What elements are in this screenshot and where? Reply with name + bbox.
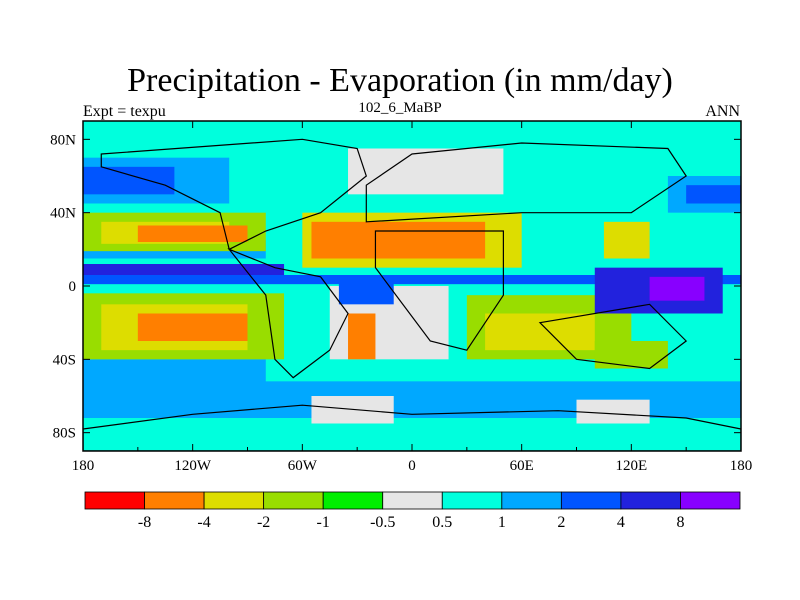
contour-band (338, 276, 394, 305)
colorbar-swatch (620, 491, 681, 510)
y-tick-label: 80S (53, 426, 76, 442)
colorbar-label: 1 (498, 514, 506, 531)
period-label: 102_6_MaBP (358, 100, 442, 116)
colorbar-swatch (680, 491, 741, 510)
colorbar-swatch (144, 491, 205, 510)
contour-band (137, 313, 248, 341)
contour-band (137, 225, 248, 242)
colorbar-swatch (263, 491, 324, 510)
coastline (227, 247, 349, 379)
contour-band (485, 313, 595, 351)
contour-band (83, 359, 266, 387)
colorbar-label: -1 (317, 514, 330, 531)
x-tick-label: 120E (615, 458, 647, 474)
colorbar-label: 2 (557, 514, 565, 531)
colorbar-label: 0.5 (432, 514, 452, 531)
colorbar-swatch (560, 491, 622, 510)
x-tick-label: 180 (72, 458, 95, 474)
y-tick-label: 40N (50, 206, 76, 222)
x-tick-label: 180 (730, 458, 753, 474)
contour-band (686, 185, 741, 204)
x-tick-label: 0 (408, 458, 416, 474)
experiment-label: Expt = texpu (83, 103, 166, 120)
coastline (100, 138, 368, 251)
contour-band (576, 399, 650, 424)
colorbar-label: -0.5 (370, 514, 395, 531)
contour-band (594, 341, 668, 369)
colorbar-swatch (203, 491, 265, 510)
coastline (374, 230, 504, 351)
y-tick-label: 40S (53, 352, 76, 368)
season-label: ANN (705, 103, 740, 120)
colorbar-label: 4 (617, 514, 625, 531)
contour-band (83, 275, 741, 285)
contour-band (348, 313, 376, 360)
colorbar-label: -8 (138, 514, 151, 531)
contour-band (83, 166, 175, 195)
contour-band (311, 221, 486, 259)
colorbar-swatch (322, 491, 384, 510)
coastline (538, 303, 688, 370)
coastline (365, 142, 687, 223)
colorbar-swatch (382, 491, 443, 510)
y-tick-label: 0 (69, 279, 77, 295)
coastline (83, 404, 741, 451)
y-tick-label: 80N (50, 132, 76, 148)
x-tick-label: 60E (510, 458, 534, 474)
field-layer (83, 121, 741, 451)
contour-band (649, 276, 705, 301)
x-tick-label: 120W (174, 458, 212, 474)
contour-band (348, 148, 504, 195)
colorbar-swatch (441, 491, 503, 510)
contour-band (603, 221, 650, 259)
colorbar-swatch (501, 491, 562, 510)
chart-title: Precipitation - Evaporation (in mm/day) (127, 62, 673, 99)
colorbar-label: -4 (197, 514, 210, 531)
x-tick-label: 60W (288, 458, 318, 474)
colorbar-swatch (84, 491, 145, 510)
colorbar-label: -2 (257, 514, 270, 531)
colorbar-label: 8 (676, 514, 684, 531)
